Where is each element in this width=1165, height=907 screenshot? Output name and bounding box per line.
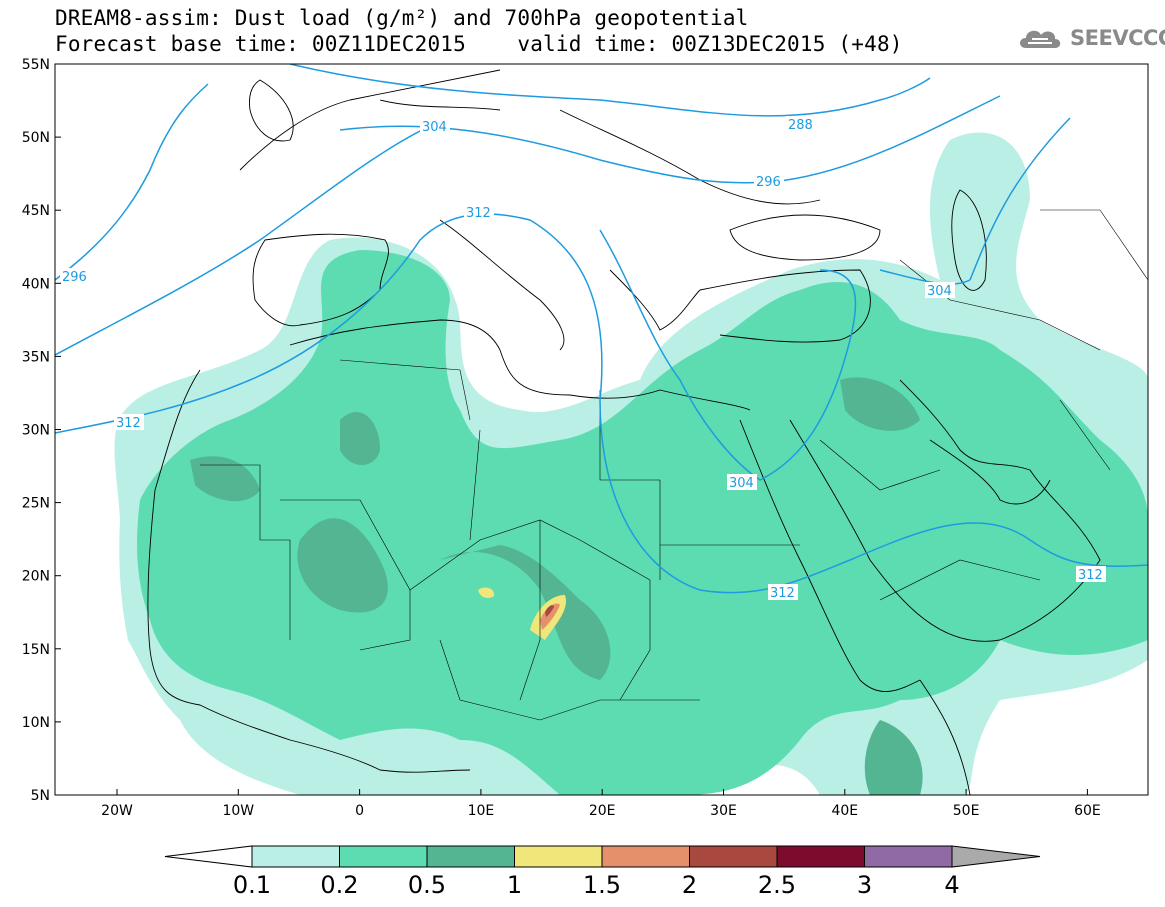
coastline-red-sea bbox=[739, 419, 921, 692]
lat-label: 55N bbox=[22, 57, 50, 73]
coastline-gulf bbox=[929, 439, 1051, 505]
seevccc-logo: SEEVCCC bbox=[1016, 24, 1165, 52]
colorbar-label: 2 bbox=[682, 871, 697, 899]
contour-304-east bbox=[969, 117, 1071, 281]
longitude-axis: 20W 10W 0 10E 20E 30E 40E 50E 60E bbox=[101, 789, 1101, 819]
dust-area-2 bbox=[545, 605, 554, 617]
colorbar-label: 3 bbox=[857, 871, 872, 899]
dust-area-1-5 bbox=[540, 603, 560, 630]
lon-label: 20W bbox=[101, 803, 133, 819]
coastline-west-africa bbox=[147, 369, 471, 773]
coastline-north-africa bbox=[289, 319, 751, 411]
geopotential-contours bbox=[55, 64, 1148, 594]
contour-label: 288 bbox=[788, 118, 813, 133]
coastlines-borders bbox=[147, 69, 1101, 795]
lat-label: 45N bbox=[22, 203, 50, 219]
map-subtitle: Forecast base time: 00Z11DEC2015 valid t… bbox=[55, 32, 903, 56]
colorbar-segment bbox=[776, 845, 865, 868]
contour-label: 296 bbox=[756, 175, 781, 190]
lon-label: 0 bbox=[355, 803, 364, 819]
contour-label: 312 bbox=[116, 416, 141, 431]
dust-field bbox=[114, 132, 1148, 795]
colorbar-label: 4 bbox=[944, 871, 959, 899]
coastline-horn-africa bbox=[919, 679, 971, 795]
lon-label: 60E bbox=[1074, 803, 1101, 819]
lat-label: 50N bbox=[22, 130, 50, 146]
coastline-iberia bbox=[252, 233, 389, 327]
contour-288 bbox=[289, 64, 931, 117]
logo-text: SEEVCCC bbox=[1070, 26, 1165, 50]
colorbar-segment bbox=[689, 845, 778, 868]
contour-label: 312 bbox=[1078, 568, 1103, 583]
dust-area-0-2 bbox=[137, 250, 1148, 795]
contour-label: 304 bbox=[729, 476, 754, 491]
colorbar-segment bbox=[426, 845, 515, 868]
dust-area-0-5 bbox=[340, 411, 380, 465]
colorbar-label: 2.5 bbox=[758, 871, 796, 899]
map-title: DREAM8-assim: Dust load (g/m²) and 700hP… bbox=[55, 6, 749, 30]
contour-label: 312 bbox=[770, 586, 795, 601]
latitude-axis: 55N 50N 45N 40N 35N 30N 25N 20N 15N 10N 5N bbox=[22, 57, 61, 804]
cloud-icon bbox=[1020, 30, 1061, 48]
colorbar-segment bbox=[251, 845, 340, 868]
dust-area-0-5 bbox=[297, 518, 388, 613]
contour-labels: 288 296 296 304 304 304 312 312 312 312 bbox=[60, 116, 1106, 601]
lat-label: 5N bbox=[31, 788, 50, 804]
dust-area-0-5 bbox=[864, 720, 923, 795]
coastline-turkey bbox=[699, 269, 871, 343]
lat-label: 15N bbox=[22, 642, 50, 658]
colorbar-label: 0.2 bbox=[320, 871, 358, 899]
colorbar-segment bbox=[514, 845, 603, 868]
lon-label: 10W bbox=[222, 803, 254, 819]
lat-label: 35N bbox=[22, 349, 50, 365]
colorbar-label: 1 bbox=[507, 871, 522, 899]
colorbar-segment bbox=[339, 845, 428, 868]
contour-label: 296 bbox=[62, 270, 87, 285]
dust-area-0-5 bbox=[440, 545, 611, 680]
contour-304-north bbox=[55, 125, 431, 356]
dust-area-0-5 bbox=[190, 456, 260, 502]
contour-label: 304 bbox=[422, 120, 447, 135]
coastline-italy bbox=[439, 219, 565, 351]
lat-label: 40N bbox=[22, 276, 50, 292]
colorbar-label: 1.5 bbox=[583, 871, 621, 899]
colorbar-label: 0.1 bbox=[233, 871, 271, 899]
country-borders bbox=[200, 209, 1148, 721]
lon-label: 10E bbox=[468, 803, 495, 819]
lon-label: 50E bbox=[953, 803, 980, 819]
contour-312 bbox=[55, 213, 1148, 594]
contour-label: 304 bbox=[927, 284, 952, 299]
colorbar-segment bbox=[864, 845, 953, 868]
lat-label: 10N bbox=[22, 715, 50, 731]
coastline-caspian bbox=[951, 189, 987, 291]
lat-label: 30N bbox=[22, 423, 50, 439]
lon-label: 30E bbox=[710, 803, 737, 819]
contour-296-east bbox=[339, 95, 1001, 184]
colorbar-over-arrow bbox=[951, 845, 1041, 868]
contour-label: 312 bbox=[466, 206, 491, 221]
dust-area-1 bbox=[478, 587, 495, 598]
lat-label: 20N bbox=[22, 569, 50, 585]
colorbar-segment bbox=[601, 845, 690, 868]
coastline-greece bbox=[609, 269, 701, 331]
dust-area-0-5 bbox=[840, 377, 920, 431]
colorbar-under-arrow bbox=[164, 845, 253, 868]
lon-label: 40E bbox=[831, 803, 858, 819]
colorbar-label: 0.5 bbox=[408, 871, 446, 899]
coastline-black-sea bbox=[729, 214, 881, 261]
coastline-british-isles bbox=[249, 79, 294, 142]
lat-label: 25N bbox=[22, 496, 50, 512]
lon-label: 20E bbox=[589, 803, 616, 819]
coastline-arabia bbox=[789, 379, 1101, 642]
contour-296-west bbox=[55, 83, 209, 281]
